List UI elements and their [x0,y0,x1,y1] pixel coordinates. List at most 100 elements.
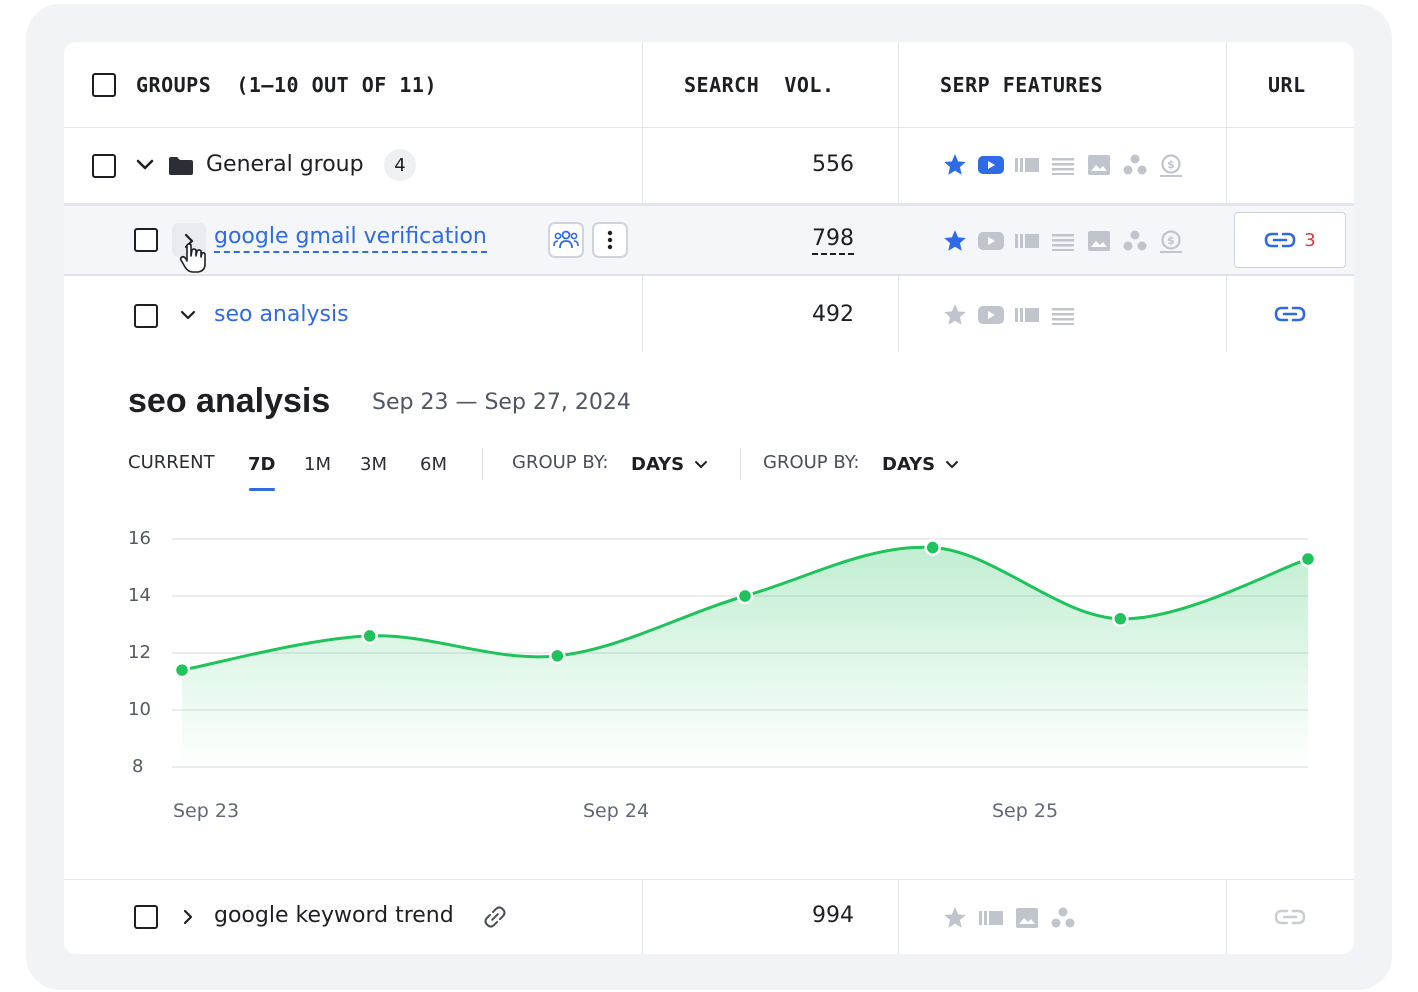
column-divider [898,42,899,352]
serp-features-list [942,905,1076,931]
chevron-down-icon[interactable] [136,158,154,172]
column-divider [642,42,643,352]
serp-features-column-header[interactable]: SERP FEATURES [940,73,1104,97]
featured-star-icon [944,154,966,175]
link-icon[interactable] [482,904,508,930]
tab-current[interactable]: CURRENT [128,452,215,473]
x-tick-label: Sep 24 [583,800,650,822]
search-volume-value: 994 [812,903,854,928]
column-divider [1226,880,1227,954]
paid-ads-icon: $ [1160,230,1182,253]
tab-3m[interactable]: 3M [360,454,387,475]
url-column-header[interactable]: URL [1268,73,1306,97]
table-row-google-gmail-verification[interactable]: google gmail verification 798 $ 3 [64,204,1354,276]
carousel-icon [1015,234,1039,248]
data-point[interactable] [736,587,754,605]
serp-features-list: $ [942,228,1184,254]
link-icon[interactable] [1274,908,1306,926]
keyword-name: google keyword trend [214,903,454,928]
data-point[interactable] [1112,610,1129,628]
data-point[interactable] [549,647,566,665]
list-icon [1052,308,1074,325]
row-checkbox[interactable] [134,905,158,929]
chevron-down-icon [695,461,708,468]
tab-7d[interactable]: 7D [248,454,276,475]
y-tick-label: 12 [128,642,151,663]
tab-divider [740,448,741,480]
y-tick-label: 8 [132,756,144,777]
row-checkbox[interactable] [92,154,116,178]
groups-column-header[interactable]: GROUPS (1–10 OUT OF 11) [136,73,437,97]
keyword-link[interactable]: seo analysis [214,302,349,327]
serp-features-list [942,302,1076,328]
tab-1m[interactable]: 1M [304,454,331,475]
data-point[interactable] [173,661,191,679]
chart-title: seo analysis [128,382,331,420]
group-by-label: GROUP BY: [763,452,860,473]
group-count-badge: 4 [384,149,416,181]
table-row-google-keyword-trend[interactable]: google keyword trend 994 [64,880,1354,954]
video-icon [978,156,1004,174]
url-count-badge: 3 [1304,229,1316,251]
y-tick-label: 14 [128,585,151,606]
url-links-button[interactable]: 3 [1234,212,1346,268]
chart-date-range: Sep 23 — Sep 27, 2024 [372,390,631,415]
group-users-button[interactable] [548,222,584,258]
image-icon [1088,155,1110,175]
svg-text:$: $ [1167,234,1175,247]
featured-star-icon [944,907,966,928]
image-icon [1016,908,1038,928]
table-row-general-group[interactable]: General group 4 556 $ [64,128,1354,204]
data-point[interactable] [924,539,941,556]
search-volume-value: 492 [812,302,854,327]
data-point[interactable] [1299,550,1317,568]
row-checkbox[interactable] [134,304,158,328]
more-options-button[interactable] [592,222,628,258]
chevron-down-icon[interactable] [180,309,196,321]
x-tick-label: Sep 23 [173,800,240,822]
hand-cursor-icon [179,243,206,273]
group-by-select[interactable]: DAYS [631,454,708,475]
active-tab-indicator [249,488,275,491]
search-volume-column-header[interactable]: SEARCH VOL. [684,73,835,97]
keyword-link[interactable]: google gmail verification [214,224,487,253]
x-tick-label: Sep 25 [992,800,1059,822]
svg-text:$: $ [1167,158,1175,171]
serp-features-list: $ [942,152,1184,178]
keywords-table-card: GROUPS (1–10 OUT OF 11) SEARCH VOL. SERP… [64,42,1354,954]
column-divider [642,880,643,954]
area-fill [182,547,1308,767]
group-by-select[interactable]: DAYS [882,454,959,475]
link-icon [1264,232,1296,248]
carousel-icon [1015,308,1039,322]
chevron-right-icon[interactable] [182,909,194,925]
featured-star-icon [944,230,966,251]
link-icon[interactable] [1274,305,1306,323]
y-tick-label: 16 [128,528,151,549]
folder-icon [169,157,193,175]
group-by-label: GROUP BY: [512,452,609,473]
image-icon [1088,231,1110,251]
row-divider [64,879,1354,880]
column-divider [898,880,899,954]
carousel-icon [1015,158,1039,172]
kebab-menu-icon [607,230,613,250]
list-icon [1052,158,1074,175]
data-point[interactable] [361,627,378,645]
group-by-value: DAYS [882,454,936,475]
select-all-checkbox[interactable] [92,73,116,97]
group-name: General group [206,152,364,177]
featured-star-icon [944,304,966,325]
carousel-icon [979,911,1003,925]
list-icon [1052,234,1074,251]
y-tick-label: 10 [128,699,151,720]
tab-6m[interactable]: 6M [420,454,447,475]
group-by-value: DAYS [631,454,685,475]
search-volume-value[interactable]: 798 [812,226,854,255]
table-row-seo-analysis[interactable]: seo analysis 492 [64,276,1354,352]
tab-divider [482,448,483,480]
local-pack-icon [1051,907,1075,928]
trend-area-chart [172,538,1317,768]
chevron-down-icon [946,461,959,468]
row-checkbox[interactable] [134,228,158,252]
